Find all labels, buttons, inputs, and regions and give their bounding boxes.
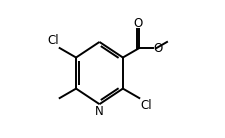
Text: O: O [153,42,162,55]
Text: Cl: Cl [47,34,59,47]
Text: O: O [133,17,142,30]
Text: N: N [95,105,104,118]
Text: Cl: Cl [139,99,151,112]
